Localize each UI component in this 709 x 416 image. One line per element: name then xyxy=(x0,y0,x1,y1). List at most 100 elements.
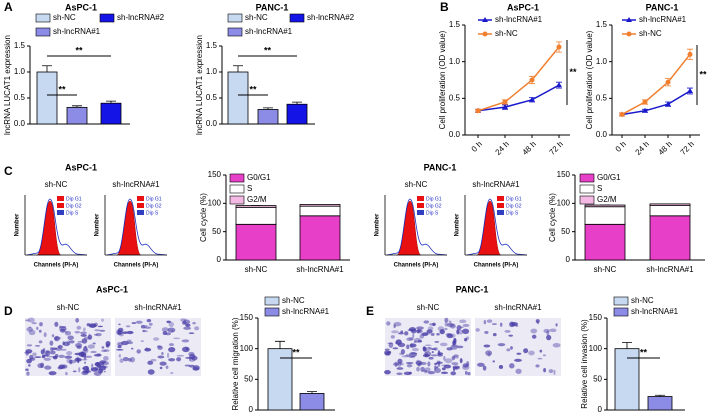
cell xyxy=(428,356,434,360)
y-tick-label: 1.5 xyxy=(206,41,218,50)
error-bar xyxy=(263,107,273,110)
cell xyxy=(159,366,163,370)
cell xyxy=(166,320,171,324)
legend-swatch xyxy=(579,173,595,183)
legend-label: Dip G2 xyxy=(146,203,162,209)
cell xyxy=(422,346,426,352)
legend-label: sh-lncRNA#1 xyxy=(53,27,101,36)
legend-swatch xyxy=(57,210,64,215)
cell xyxy=(428,347,432,349)
cell xyxy=(523,348,529,354)
cell xyxy=(386,321,391,326)
cell xyxy=(54,336,58,341)
bar xyxy=(299,215,341,261)
cell xyxy=(125,325,131,328)
cell xyxy=(436,361,443,365)
cell xyxy=(415,328,423,334)
x-tick-label: sh-NC xyxy=(245,265,268,274)
panel-title: AsPC-1 xyxy=(65,162,97,172)
cell xyxy=(146,319,152,323)
cell xyxy=(191,355,198,361)
cell xyxy=(450,371,457,376)
cell xyxy=(150,358,157,362)
cell xyxy=(444,317,449,323)
cell xyxy=(420,366,426,372)
cell xyxy=(464,337,468,342)
cell xyxy=(43,332,47,338)
bar xyxy=(647,396,673,411)
legend-swatch xyxy=(35,13,51,23)
cell xyxy=(27,364,31,367)
y-tick-label: 50 xyxy=(244,374,253,383)
y-tick-label: 150 xyxy=(240,313,254,322)
cell xyxy=(101,318,104,322)
y-tick-label: 1.0 xyxy=(596,57,608,66)
cell xyxy=(57,345,61,348)
y-tick-label: 100 xyxy=(557,198,571,207)
cell xyxy=(455,366,458,370)
cell xyxy=(393,324,396,329)
cell xyxy=(390,335,395,339)
legend-swatch xyxy=(579,184,595,194)
cell xyxy=(467,371,471,376)
legend-label: Dip G2 xyxy=(426,203,442,209)
cell xyxy=(192,322,196,325)
cell xyxy=(410,352,418,355)
cell xyxy=(55,347,62,351)
panel-label: B xyxy=(440,0,449,14)
cell xyxy=(76,345,82,349)
cell xyxy=(485,350,493,356)
legend-label: G0/G1 xyxy=(247,173,271,182)
cell xyxy=(188,332,195,335)
cell xyxy=(434,365,437,371)
cell xyxy=(168,321,174,328)
image-label: sh-lncRNA#1 xyxy=(134,303,182,312)
annotation: ** xyxy=(264,45,272,55)
bar xyxy=(299,393,325,411)
cell xyxy=(148,322,153,326)
cell xyxy=(60,348,67,351)
cell xyxy=(546,330,550,336)
cell xyxy=(459,326,464,329)
annotation: ** xyxy=(58,84,66,94)
cell xyxy=(417,340,423,343)
legend-label: sh-lncRNA#2 xyxy=(307,13,355,22)
cell xyxy=(492,360,495,363)
legend-swatch xyxy=(99,13,115,23)
cell xyxy=(436,332,440,336)
y-tick-label: 0.5 xyxy=(14,93,26,102)
cell xyxy=(416,326,424,330)
y-tick-label: 0 xyxy=(598,405,603,414)
cell xyxy=(126,330,134,335)
cell xyxy=(81,338,88,344)
cell xyxy=(102,361,109,366)
marker xyxy=(556,82,562,88)
bar xyxy=(649,205,691,217)
cell xyxy=(58,364,66,370)
histogram-curve xyxy=(26,198,88,256)
cell xyxy=(84,355,93,358)
cell xyxy=(49,372,52,375)
panel-title: PANC-1 xyxy=(424,162,457,172)
cell xyxy=(515,324,519,328)
cell xyxy=(542,354,547,357)
legend-swatch xyxy=(417,203,424,208)
cell xyxy=(515,368,522,374)
cell xyxy=(26,344,33,347)
cell xyxy=(166,352,170,359)
cell xyxy=(142,330,148,333)
cell xyxy=(118,354,122,358)
y-tick-label: 1.0 xyxy=(206,67,218,76)
legend-swatch xyxy=(417,196,424,201)
bar xyxy=(649,203,691,206)
cell xyxy=(535,319,540,324)
cell xyxy=(66,350,73,356)
cell xyxy=(486,319,493,323)
cell xyxy=(135,320,143,324)
cell xyxy=(444,321,448,327)
cell xyxy=(60,328,66,333)
cell xyxy=(77,340,84,343)
legend-marker xyxy=(626,17,632,22)
cell xyxy=(49,347,54,352)
cell xyxy=(41,354,46,359)
